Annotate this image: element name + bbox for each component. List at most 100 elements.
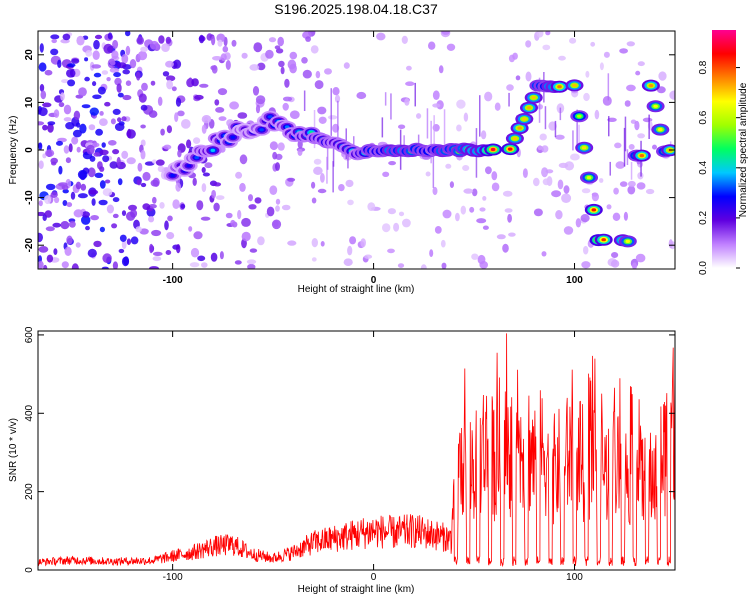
heatmap-speckle bbox=[39, 43, 44, 53]
heatmap-speckle bbox=[581, 188, 591, 194]
heatmap-speckle bbox=[75, 181, 82, 190]
heatmap-streak bbox=[384, 92, 387, 106]
heatmap-speckle bbox=[482, 225, 489, 230]
heatmap-speckle bbox=[274, 45, 281, 50]
y-tick-label: 10 bbox=[24, 96, 35, 108]
heatmap-speckle bbox=[404, 98, 410, 106]
heatmap-speckle bbox=[343, 258, 353, 267]
heatmap-streak bbox=[403, 135, 405, 151]
heatmap-speckle bbox=[75, 122, 81, 128]
heatmap-speckle bbox=[43, 264, 48, 269]
heatmap-speckle bbox=[102, 188, 113, 197]
heatmap-streak bbox=[414, 82, 416, 107]
heatmap-speckle bbox=[77, 169, 88, 180]
heatmap-speckle bbox=[164, 220, 169, 231]
heatmap-streak bbox=[332, 161, 334, 193]
heatmap-speckle bbox=[248, 194, 253, 202]
colorbar: 0.0 0.2 0.4 0.6 0.8 Normalized spectral ampl… bbox=[698, 30, 749, 275]
heatmap-speckle bbox=[277, 142, 285, 151]
heatmap-speckle bbox=[60, 92, 65, 101]
heatmap-speckle bbox=[438, 65, 444, 74]
heatmap-speckle bbox=[533, 208, 543, 217]
heatmap-speckle bbox=[445, 163, 452, 169]
heatmap-speckle bbox=[160, 128, 165, 136]
heatmap-speckle bbox=[70, 191, 76, 200]
heatmap-speckle bbox=[382, 171, 390, 177]
heatmap-speckle bbox=[210, 252, 218, 262]
heatmap-speckle bbox=[590, 41, 596, 47]
heatmap-speckle bbox=[45, 226, 55, 232]
heatmap-streak bbox=[432, 149, 435, 188]
heatmap-speckle bbox=[101, 70, 109, 75]
ridge-blob bbox=[658, 128, 663, 132]
heatmap-speckle bbox=[88, 124, 96, 131]
heatmap-speckle bbox=[668, 239, 673, 249]
heatmap-speckle bbox=[405, 81, 415, 86]
heatmap-streak bbox=[417, 134, 420, 146]
heatmap-speckle bbox=[50, 48, 59, 56]
heatmap-streak bbox=[572, 130, 574, 151]
heatmap-speckle bbox=[611, 252, 619, 258]
heatmap-speckle bbox=[85, 50, 93, 57]
heatmap-speckle bbox=[599, 62, 604, 71]
snr-plot-area bbox=[38, 333, 675, 568]
heatmap-speckle bbox=[112, 39, 119, 49]
heatmap-speckle bbox=[317, 188, 327, 194]
heatmap-speckle bbox=[541, 167, 549, 178]
heatmap-speckle bbox=[177, 149, 182, 158]
heatmap-speckle bbox=[148, 204, 157, 209]
heatmap-speckle bbox=[482, 196, 487, 201]
heatmap-streak bbox=[433, 115, 435, 155]
heatmap-speckle bbox=[376, 32, 386, 41]
heatmap-streak bbox=[544, 106, 547, 130]
colorbar-tick-label: 0.8 bbox=[698, 60, 709, 74]
heatmap-speckle bbox=[53, 109, 60, 118]
heatmap-speckle bbox=[116, 83, 122, 93]
ridge-blob bbox=[531, 96, 536, 100]
spectrogram-y-ticks: -20 -10 0 10 20 bbox=[24, 49, 675, 252]
heatmap-speckle bbox=[136, 179, 142, 186]
ridge-blob bbox=[586, 176, 592, 180]
heatmap-speckle bbox=[563, 226, 574, 235]
heatmap-speckle bbox=[181, 119, 191, 129]
heatmap-speckle bbox=[539, 133, 547, 141]
heatmap-speckle bbox=[645, 188, 655, 195]
heatmap-speckle bbox=[432, 90, 440, 100]
heatmap-speckle bbox=[61, 79, 69, 84]
ridge-blob bbox=[648, 84, 654, 88]
heatmap-speckle bbox=[138, 93, 147, 103]
heatmap-speckle bbox=[477, 254, 486, 265]
heatmap-speckle bbox=[345, 179, 354, 188]
heatmap-speckle bbox=[632, 262, 637, 269]
ridge-blob bbox=[512, 136, 518, 141]
heatmap-speckle bbox=[364, 254, 373, 259]
heatmap-speckle bbox=[149, 243, 154, 254]
heatmap-speckle bbox=[494, 102, 501, 111]
heatmap-speckle bbox=[165, 75, 176, 82]
heatmap-speckle bbox=[201, 124, 207, 134]
heatmap-speckle bbox=[332, 87, 340, 96]
heatmap-speckle bbox=[217, 88, 228, 96]
heatmap-speckle bbox=[102, 155, 110, 163]
heatmap-speckle bbox=[561, 193, 572, 203]
heatmap-speckle bbox=[287, 240, 297, 246]
heatmap-speckle bbox=[150, 80, 156, 86]
heatmap-speckle bbox=[155, 159, 165, 166]
heatmap-speckle bbox=[158, 35, 165, 44]
heatmap-speckle bbox=[268, 37, 277, 43]
heatmap-speckle bbox=[38, 107, 48, 117]
heatmap-speckle bbox=[192, 177, 197, 186]
heatmap-speckle bbox=[624, 100, 631, 107]
heatmap-speckle bbox=[575, 218, 582, 228]
heatmap-speckle bbox=[119, 234, 127, 242]
ridge-blob bbox=[210, 148, 216, 152]
heatmap-speckle bbox=[255, 95, 266, 105]
heatmap-speckle bbox=[401, 35, 408, 45]
heatmap-speckle bbox=[249, 248, 258, 253]
heatmap-speckle bbox=[42, 102, 52, 108]
heatmap-speckle bbox=[334, 94, 341, 103]
heatmap-speckle bbox=[99, 226, 105, 233]
heatmap-speckle bbox=[204, 162, 213, 169]
heatmap-speckle bbox=[367, 202, 376, 212]
heatmap-speckle bbox=[150, 179, 159, 187]
